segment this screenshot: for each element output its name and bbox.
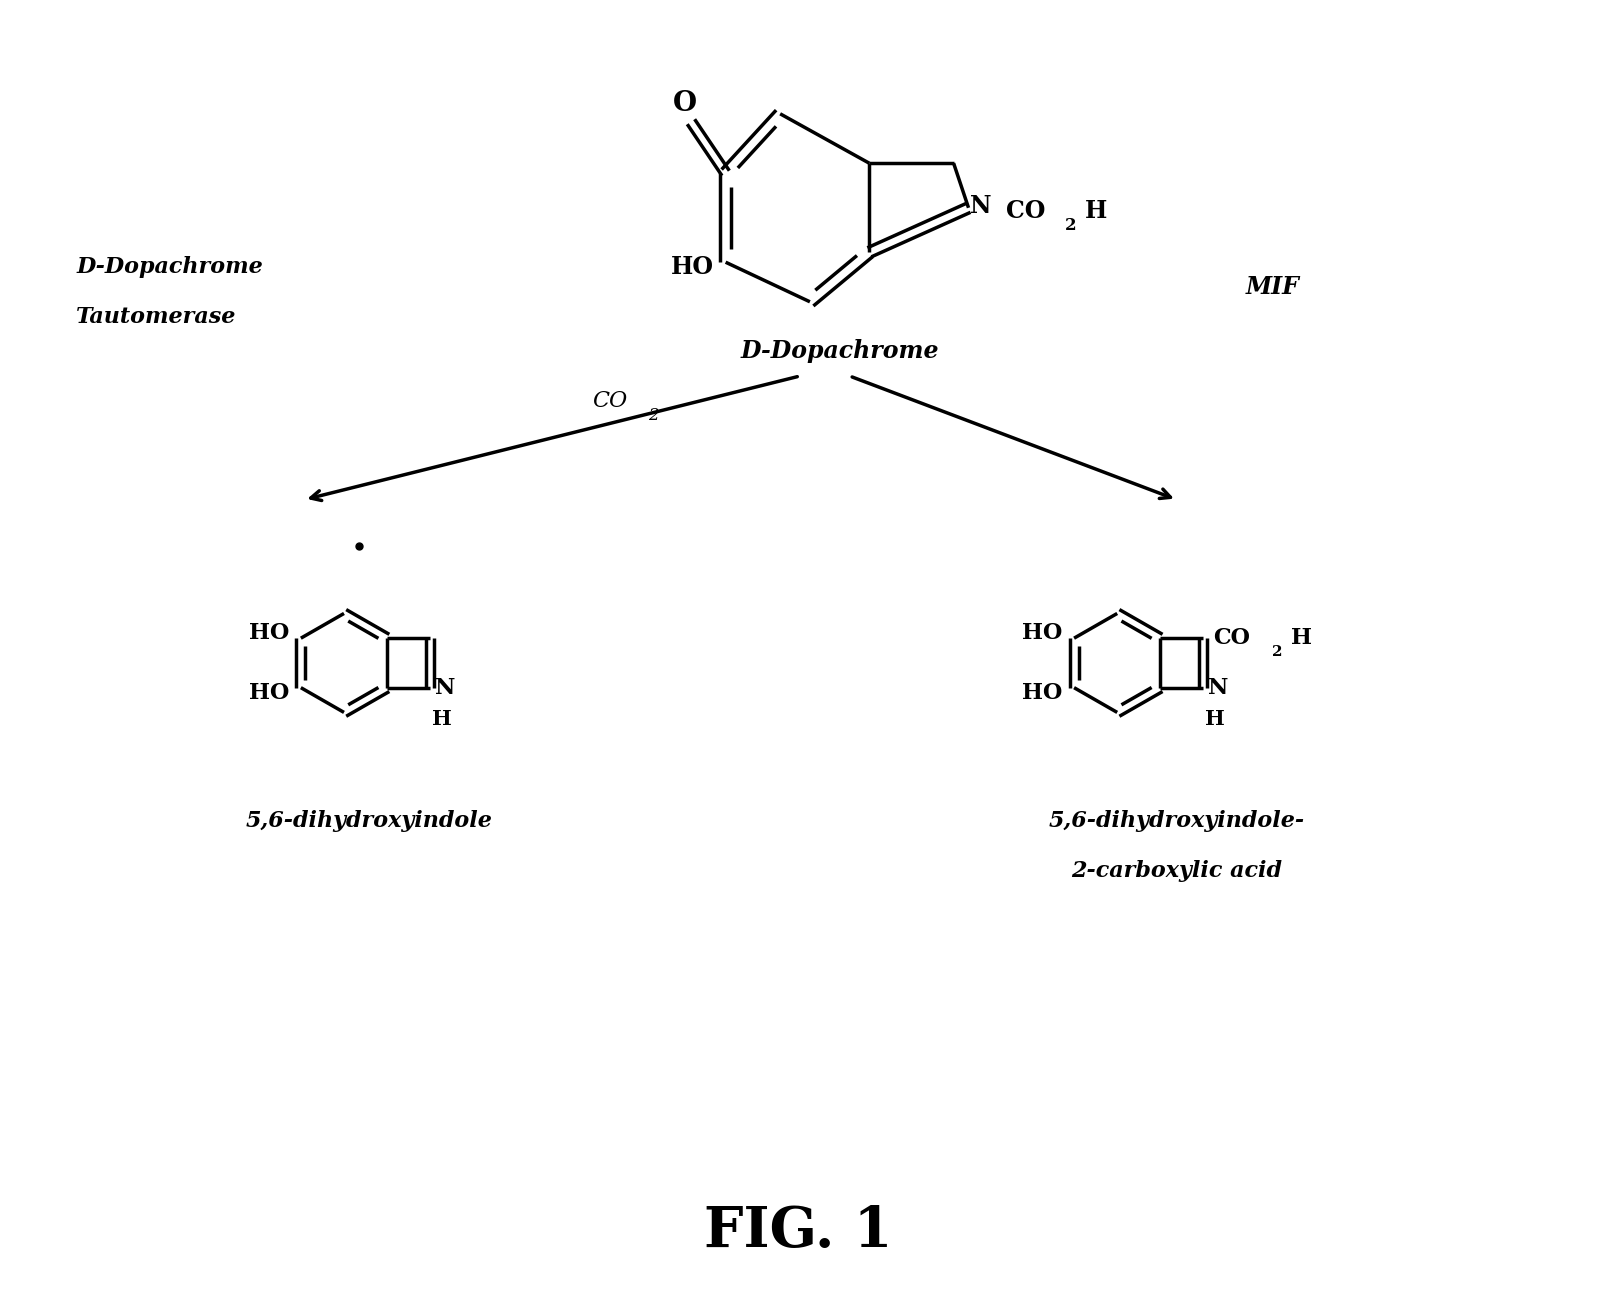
Text: Tautomerase: Tautomerase	[77, 306, 236, 328]
Text: N: N	[971, 194, 992, 218]
Text: 2: 2	[648, 407, 660, 424]
Text: 2-carboxylic acid: 2-carboxylic acid	[1072, 860, 1282, 882]
Text: D-Dopachrome: D-Dopachrome	[741, 339, 939, 364]
Text: CO: CO	[1006, 198, 1046, 223]
Text: H: H	[433, 709, 452, 729]
Text: FIG. 1: FIG. 1	[704, 1204, 893, 1259]
Text: CO: CO	[1214, 628, 1250, 649]
Text: H: H	[1290, 628, 1311, 649]
Text: HO: HO	[671, 255, 714, 280]
Text: H: H	[1206, 709, 1225, 729]
Text: N: N	[1209, 676, 1228, 699]
Text: 5,6-dihydroxyindole: 5,6-dihydroxyindole	[246, 810, 492, 832]
Text: O: O	[672, 91, 696, 117]
Text: 5,6-dihydroxyindole-: 5,6-dihydroxyindole-	[1049, 810, 1305, 832]
Text: H: H	[1084, 198, 1107, 223]
Text: MIF: MIF	[1246, 274, 1300, 299]
Text: D-Dopachrome: D-Dopachrome	[77, 256, 264, 278]
Text: HO: HO	[249, 622, 289, 645]
Text: N: N	[436, 676, 455, 699]
Text: CO: CO	[592, 390, 628, 412]
Text: 2: 2	[1271, 645, 1282, 659]
Text: 2: 2	[1065, 217, 1076, 234]
Text: HO: HO	[1022, 681, 1062, 704]
Text: HO: HO	[249, 681, 289, 704]
Text: HO: HO	[1022, 622, 1062, 645]
